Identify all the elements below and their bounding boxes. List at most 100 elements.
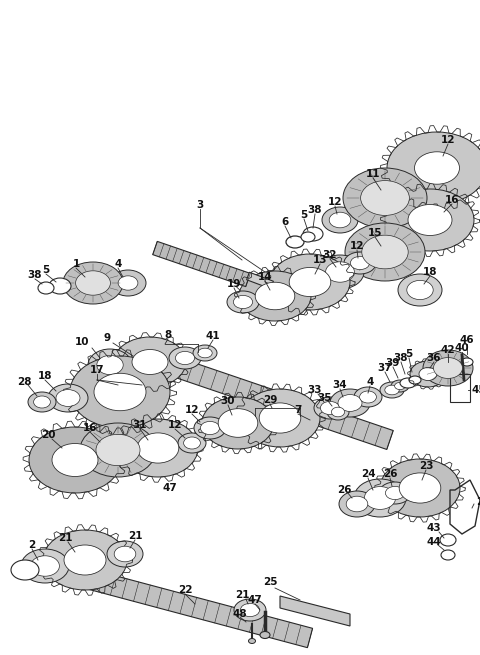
Ellipse shape — [64, 545, 106, 575]
Ellipse shape — [201, 421, 220, 435]
Ellipse shape — [398, 274, 442, 306]
Text: 12: 12 — [328, 197, 342, 207]
Ellipse shape — [38, 282, 54, 294]
Ellipse shape — [407, 280, 433, 299]
Text: 16: 16 — [445, 195, 459, 205]
Text: 12: 12 — [168, 420, 182, 430]
Text: 1: 1 — [72, 259, 80, 269]
Ellipse shape — [316, 255, 364, 289]
Polygon shape — [280, 596, 350, 626]
Ellipse shape — [202, 397, 274, 449]
Text: 17: 17 — [90, 365, 104, 375]
Ellipse shape — [419, 367, 437, 381]
Ellipse shape — [114, 337, 186, 387]
Ellipse shape — [350, 256, 370, 270]
Ellipse shape — [29, 427, 121, 493]
Ellipse shape — [239, 271, 311, 321]
Ellipse shape — [380, 459, 460, 517]
Text: 12: 12 — [441, 135, 455, 145]
Text: 30: 30 — [221, 396, 235, 406]
Ellipse shape — [70, 356, 170, 428]
Ellipse shape — [364, 487, 396, 510]
Ellipse shape — [289, 267, 331, 297]
Ellipse shape — [255, 282, 295, 310]
Ellipse shape — [409, 376, 421, 384]
Ellipse shape — [56, 390, 80, 406]
Ellipse shape — [286, 236, 304, 248]
Ellipse shape — [386, 189, 474, 251]
Ellipse shape — [325, 262, 354, 282]
Text: 41: 41 — [206, 331, 220, 341]
Ellipse shape — [346, 496, 368, 512]
Polygon shape — [153, 242, 250, 287]
Ellipse shape — [183, 437, 201, 449]
Ellipse shape — [194, 417, 226, 439]
Text: 45: 45 — [472, 385, 480, 395]
Polygon shape — [152, 350, 393, 449]
Ellipse shape — [380, 382, 404, 398]
Text: 39: 39 — [386, 358, 400, 368]
Ellipse shape — [440, 534, 456, 546]
Ellipse shape — [80, 423, 156, 477]
Ellipse shape — [137, 433, 179, 463]
Ellipse shape — [441, 550, 455, 560]
Ellipse shape — [303, 227, 323, 241]
Ellipse shape — [344, 252, 376, 274]
Text: 18: 18 — [38, 371, 52, 381]
Text: 7: 7 — [294, 405, 302, 415]
Ellipse shape — [301, 232, 315, 242]
Ellipse shape — [385, 487, 405, 500]
Ellipse shape — [169, 347, 201, 369]
Ellipse shape — [400, 378, 416, 388]
Ellipse shape — [96, 434, 140, 466]
Ellipse shape — [88, 349, 132, 381]
Text: 12: 12 — [185, 405, 199, 415]
Text: 36: 36 — [427, 353, 441, 363]
Text: 10: 10 — [75, 337, 89, 347]
Text: 8: 8 — [164, 330, 172, 340]
Ellipse shape — [28, 392, 56, 412]
Text: 29: 29 — [263, 395, 277, 405]
Text: 32: 32 — [323, 250, 337, 260]
Text: 38: 38 — [394, 353, 408, 363]
Ellipse shape — [118, 419, 198, 477]
Ellipse shape — [395, 383, 406, 390]
Text: 24: 24 — [360, 469, 375, 479]
Ellipse shape — [107, 541, 143, 567]
Ellipse shape — [21, 549, 69, 583]
Text: 4: 4 — [114, 259, 122, 269]
Ellipse shape — [391, 380, 409, 392]
Text: 25: 25 — [263, 577, 277, 587]
Ellipse shape — [178, 433, 206, 453]
Text: 16: 16 — [83, 423, 97, 433]
Text: 13: 13 — [313, 255, 327, 265]
Ellipse shape — [11, 560, 39, 580]
Text: 11: 11 — [366, 169, 380, 179]
Ellipse shape — [322, 207, 358, 233]
Ellipse shape — [461, 358, 473, 366]
Ellipse shape — [34, 396, 50, 408]
Text: 21: 21 — [128, 531, 142, 541]
Text: 43: 43 — [427, 523, 441, 533]
Ellipse shape — [408, 204, 452, 236]
Ellipse shape — [31, 556, 60, 576]
Text: 38: 38 — [28, 270, 42, 280]
Ellipse shape — [49, 278, 71, 294]
Ellipse shape — [385, 385, 399, 395]
Text: 48: 48 — [233, 609, 247, 619]
Text: 28: 28 — [17, 377, 31, 387]
Ellipse shape — [339, 491, 375, 517]
Ellipse shape — [433, 358, 463, 379]
Ellipse shape — [240, 603, 260, 616]
Ellipse shape — [218, 409, 258, 438]
Ellipse shape — [270, 254, 350, 310]
Text: 23: 23 — [419, 461, 433, 471]
Text: 5: 5 — [42, 265, 49, 275]
Text: 5: 5 — [300, 210, 308, 220]
Ellipse shape — [52, 443, 98, 476]
Text: 44: 44 — [427, 537, 442, 547]
Ellipse shape — [314, 397, 346, 419]
Ellipse shape — [360, 181, 409, 215]
Ellipse shape — [198, 348, 212, 358]
Ellipse shape — [75, 271, 110, 295]
